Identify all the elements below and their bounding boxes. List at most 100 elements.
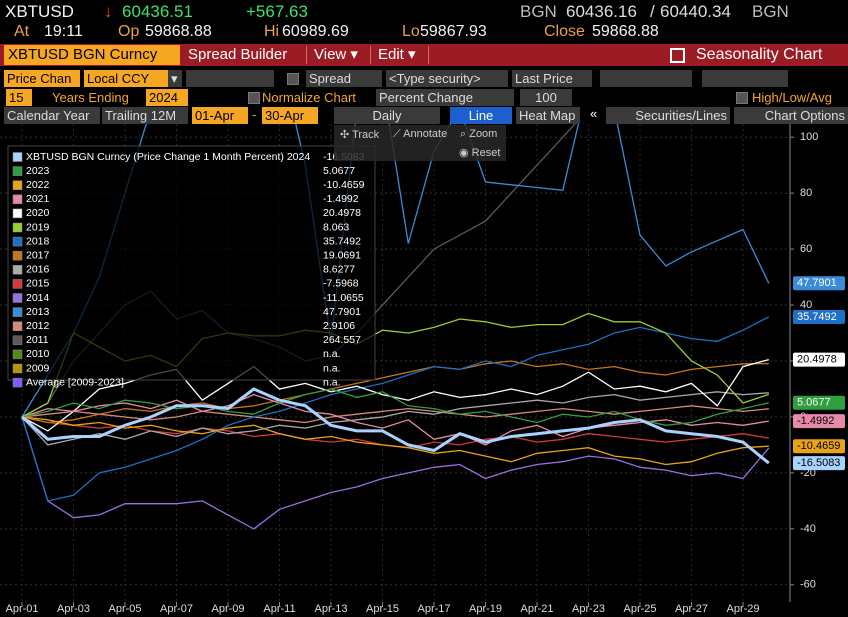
- field[interactable]: Spread: [306, 70, 382, 87]
- label: -: [252, 107, 257, 122]
- legend-value: n.a.: [323, 362, 341, 374]
- value-label-box: [793, 439, 845, 454]
- legend-value: -7.5968: [323, 278, 359, 290]
- legend-label: 2020: [26, 207, 50, 219]
- button[interactable]: Heat Map: [516, 107, 580, 124]
- label: Normalize Chart: [262, 90, 356, 105]
- x-tick-label: Apr-13: [314, 603, 347, 615]
- value-label: -10.4659: [797, 440, 840, 452]
- field[interactable]: 2024: [146, 89, 188, 106]
- x-tick-label: Apr-11: [263, 603, 295, 615]
- series-line: [21, 360, 769, 424]
- x-tick-label: Apr-03: [57, 603, 90, 615]
- field[interactable]: Local CCY: [84, 70, 168, 87]
- field[interactable]: 15: [6, 89, 32, 106]
- label: Close: [544, 23, 585, 40]
- series-line: [21, 391, 769, 446]
- legend-label: XBTUSD BGN Curncy (Price Change 1 Month …: [26, 151, 310, 163]
- legend-label: 2023: [26, 165, 50, 177]
- open: 59868.88: [145, 23, 212, 40]
- legend-label: 2015: [26, 278, 50, 290]
- field[interactable]: 30-Apr: [262, 107, 318, 124]
- field[interactable]: 100: [520, 89, 572, 106]
- label: Hi: [264, 23, 280, 40]
- tool[interactable]: ⟋ Annotate: [393, 128, 448, 140]
- tool-label: Track: [352, 129, 380, 141]
- button[interactable]: Chart Options: [734, 107, 848, 124]
- legend-value: n.a.: [323, 348, 341, 360]
- tool-label: Annotate: [403, 128, 448, 140]
- tab[interactable]: View ▾: [314, 46, 358, 63]
- field[interactable]: <Type security>: [386, 70, 508, 87]
- tool[interactable]: ⌕ Zoom: [460, 128, 498, 140]
- tool-label: Reset: [471, 147, 501, 159]
- toolbar: [334, 125, 506, 161]
- icon: [670, 48, 685, 63]
- field[interactable]: Daily: [334, 107, 440, 124]
- legend-swatch: [12, 236, 23, 247]
- tab[interactable]: Spread Builder: [188, 46, 288, 63]
- x-tick-label: Apr-15: [366, 603, 399, 615]
- chart: XBTUSD BGN Curncy (Price Change 1 Month …: [0, 124, 845, 615]
- legend-box: [7, 145, 376, 381]
- bid: 60436.16: [566, 2, 637, 21]
- legend-value: -11.0655: [323, 292, 364, 304]
- legend-value: 2.9106: [323, 320, 355, 332]
- checkbox[interactable]: [287, 73, 299, 85]
- series-line: [21, 416, 770, 530]
- series-line: [21, 387, 770, 465]
- button[interactable]: Securities/Lines: [606, 107, 730, 124]
- legend-label: 2014: [26, 292, 50, 304]
- button[interactable]: «: [590, 106, 598, 121]
- field[interactable]: 01-Apr: [192, 107, 248, 124]
- legend-label: 2012: [26, 320, 50, 332]
- field[interactable]: [702, 70, 788, 87]
- legend-swatch: [12, 307, 23, 317]
- legend-label: 2022: [26, 179, 50, 191]
- legend-swatch: [12, 152, 23, 162]
- legend-swatch: [12, 377, 23, 388]
- separator: /: [650, 2, 655, 21]
- legend-label: 2019: [26, 221, 50, 233]
- legend-value: 47.7901: [323, 306, 361, 318]
- tab[interactable]: Edit ▾: [378, 46, 416, 63]
- change: +567.63: [246, 2, 308, 21]
- last-price: 60436.51: [122, 2, 193, 21]
- legend-value: 264.557: [323, 334, 361, 346]
- value-label: 20.4978: [797, 354, 837, 366]
- checkbox[interactable]: [248, 92, 260, 104]
- high: 60989.69: [282, 23, 349, 40]
- tool[interactable]: ◉ Reset: [459, 147, 501, 159]
- value-label: -16.5083: [797, 457, 840, 469]
- tab-bar: [0, 44, 848, 66]
- legend-swatch: [12, 321, 23, 331]
- legend-value: -10.4659: [323, 179, 365, 191]
- value-label-box: [793, 456, 845, 471]
- x-tick-label: Apr-29: [726, 603, 759, 615]
- series-line: [21, 316, 770, 502]
- tool[interactable]: ✣ Track: [340, 129, 380, 141]
- ask: 60440.34: [660, 2, 731, 21]
- field[interactable]: Last Price: [512, 70, 592, 87]
- value-label-box: [793, 352, 845, 367]
- legend-swatch: [12, 166, 23, 176]
- value-label-box: [793, 414, 845, 429]
- button[interactable]: Line: [450, 107, 512, 124]
- button[interactable]: Calendar Year: [4, 107, 100, 124]
- x-tick-label: Apr-05: [108, 603, 141, 615]
- button[interactable]: Trailing 12M: [102, 107, 188, 124]
- legend-label: 2011: [26, 334, 49, 346]
- value-label-box: [793, 309, 845, 324]
- legend-swatch: [12, 265, 23, 275]
- field[interactable]: Percent Change: [376, 89, 514, 106]
- label: Op: [118, 23, 140, 40]
- tab[interactable]: Seasonality Chart: [696, 46, 823, 63]
- field[interactable]: [600, 70, 692, 87]
- legend-swatch: [12, 222, 23, 233]
- checkbox[interactable]: [736, 92, 748, 104]
- legend-value: 8.6277: [323, 264, 355, 276]
- low: 59867.93: [420, 23, 487, 40]
- field[interactable]: Price Chan: [4, 70, 80, 87]
- tab[interactable]: XBTUSD BGN Curncy: [4, 45, 180, 65]
- field[interactable]: [186, 70, 274, 87]
